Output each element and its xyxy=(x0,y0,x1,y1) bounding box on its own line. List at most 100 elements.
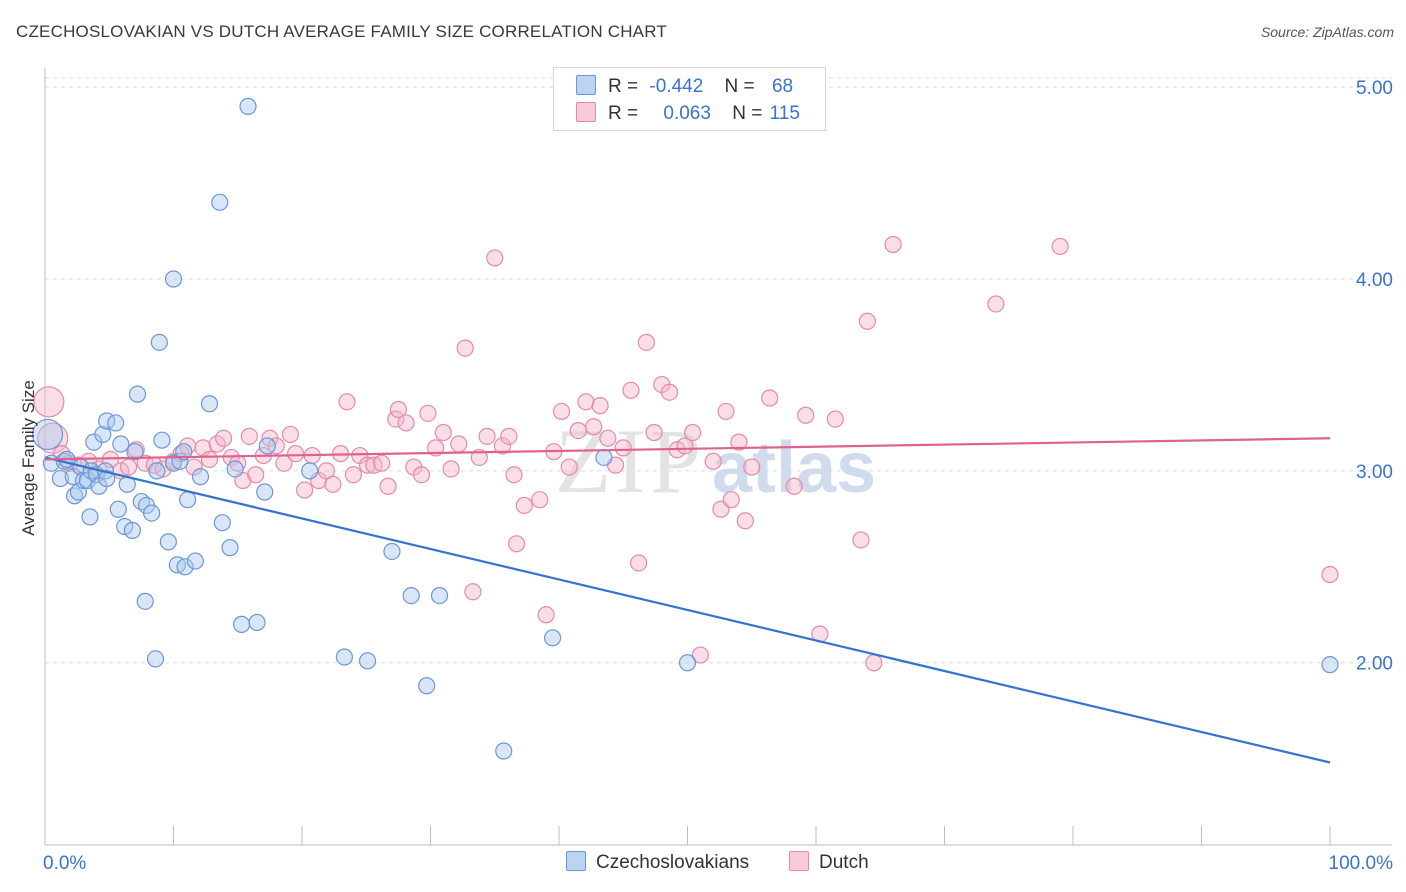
dutch-point xyxy=(797,406,815,424)
dutch-point xyxy=(267,437,285,455)
dutch-point xyxy=(577,393,595,411)
dutch-point xyxy=(852,531,870,549)
czechoslovakians-point xyxy=(136,592,154,610)
czechoslovakians-point xyxy=(51,469,70,488)
czechoslovakians-point xyxy=(128,385,147,403)
dutch-point xyxy=(208,435,226,453)
dutch-point xyxy=(324,475,342,493)
czechoslovakians-point xyxy=(248,613,266,632)
tick-labels: 2.00 3.00 4.00 5.00 0.0% 100.0% xyxy=(43,78,1393,874)
x-tick-label: 100.0% xyxy=(1329,853,1394,874)
dutch-point xyxy=(295,481,314,499)
y-tick-label: 5.00 xyxy=(1356,78,1393,99)
dutch-point xyxy=(743,458,761,476)
chart-title: CZECHOSLOVAKIAN VS DUTCH AVERAGE FAMILY … xyxy=(16,22,667,41)
czechoslovakians-point xyxy=(186,552,204,570)
dutch-point xyxy=(442,460,460,478)
czechoslovakians-point xyxy=(543,629,562,647)
czechoslovakians-point xyxy=(148,462,166,480)
dutch-point xyxy=(684,423,702,442)
dutch-point xyxy=(560,458,578,476)
czechoslovakians-point xyxy=(418,677,436,695)
dutch-point xyxy=(33,386,65,418)
czechoslovakians-point xyxy=(164,270,183,288)
dutch-point xyxy=(785,477,803,495)
watermark-zip: ZIP xyxy=(555,410,705,512)
legend: R = -0.442 N = 68 R = 0.063 N = 115 xyxy=(553,67,826,131)
dutch-point xyxy=(215,429,233,447)
dutch-point xyxy=(645,423,663,442)
dutch-point xyxy=(730,433,748,451)
czechoslovakians-point xyxy=(94,425,112,444)
dutch-point xyxy=(736,512,754,530)
dutch-point xyxy=(493,437,512,455)
dutch-point xyxy=(247,466,265,484)
dutch-point xyxy=(470,448,488,467)
czechoslovakians-point xyxy=(146,650,165,668)
dutch-point xyxy=(456,339,474,357)
dutch-point xyxy=(614,439,632,457)
legend-swatch-pink xyxy=(576,102,596,122)
legend-n-value: 68 xyxy=(771,76,794,97)
dutch-point xyxy=(722,491,740,509)
czechoslovakians-point xyxy=(150,333,168,351)
dutch-point xyxy=(552,402,571,421)
legend-row-czechoslovakians: R = -0.442 N = 68 xyxy=(576,75,793,98)
dutch-point xyxy=(379,477,397,495)
bottom-legend-dutch: Dutch xyxy=(789,851,869,874)
czechoslovakians-point xyxy=(107,414,125,432)
czechoslovakians-point xyxy=(213,514,231,532)
dutch-point xyxy=(1321,565,1339,584)
czechoslovakians-point xyxy=(123,521,141,539)
source-credit: Source: ZipAtlas.com xyxy=(1260,24,1394,40)
dutch-point xyxy=(704,452,722,470)
dutch-point xyxy=(344,466,362,484)
series-dutch-points xyxy=(33,235,1339,672)
czechoslovakians-point xyxy=(159,533,177,551)
dutch-point xyxy=(450,435,468,453)
dutch-point xyxy=(358,456,377,474)
czechoslovakians-point xyxy=(176,558,194,576)
czechoslovakians-point xyxy=(179,491,197,509)
legend-r-value: 0.063 xyxy=(663,103,711,124)
dutch-point xyxy=(338,393,356,411)
dutch-point xyxy=(486,249,504,267)
czechoslovakians-point xyxy=(239,97,257,115)
czechoslovakians-point xyxy=(175,443,193,461)
czechoslovakians-point xyxy=(358,652,377,670)
dutch-point xyxy=(761,389,779,407)
y-tick-label: 4.00 xyxy=(1356,270,1393,291)
dutch-point xyxy=(1051,237,1069,256)
dutch-point xyxy=(505,466,523,484)
y-axis-label: Average Family Size xyxy=(19,380,38,536)
dutch-point xyxy=(591,397,609,415)
dutch-point xyxy=(419,404,437,422)
dutch-point xyxy=(464,583,482,601)
czechoslovakians-point xyxy=(221,539,239,557)
dutch-point xyxy=(585,418,603,436)
dutch-point xyxy=(660,383,679,401)
czechoslovakians-point xyxy=(301,462,319,480)
dutch-point xyxy=(200,450,219,468)
dutch-point xyxy=(500,427,518,445)
czechoslovakians-trend-line xyxy=(44,456,1331,764)
dutch-point xyxy=(537,606,555,624)
dutch-point xyxy=(622,381,640,399)
czechoslovakians-point xyxy=(226,460,244,478)
x-tick-label: 0.0% xyxy=(43,853,86,874)
dutch-point xyxy=(717,402,735,421)
czechoslovakians-point xyxy=(112,435,130,453)
bottom-legend-czechoslovakians: Czechoslovakians xyxy=(566,851,749,874)
czechoslovakians-point xyxy=(256,483,274,501)
dutch-point xyxy=(858,312,877,330)
dutch-point xyxy=(884,235,902,254)
gridlines xyxy=(45,77,1392,664)
legend-row-dutch: R = 0.063 N = 115 xyxy=(576,102,800,125)
dutch-point xyxy=(119,458,138,476)
dutch-point xyxy=(286,445,305,463)
legend-swatch-blue xyxy=(576,75,596,95)
czechoslovakians-point xyxy=(98,469,116,488)
czechoslovakians-point xyxy=(595,448,613,467)
dutch-point xyxy=(515,496,533,515)
